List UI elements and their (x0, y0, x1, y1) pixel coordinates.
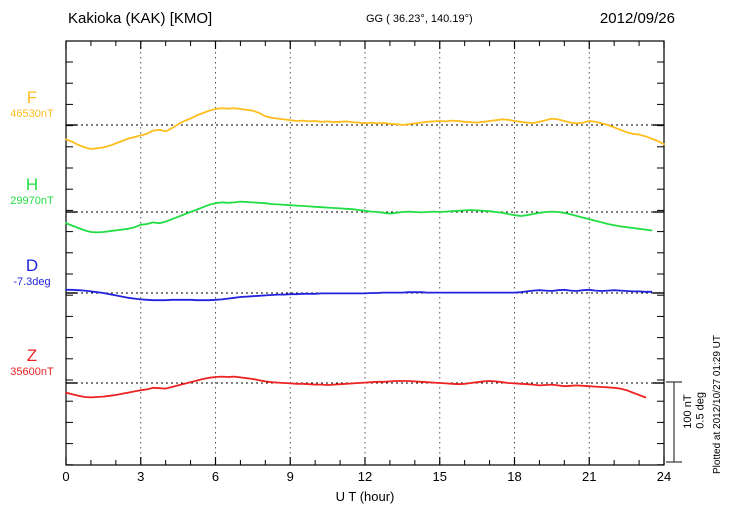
component-label-F: F 46530nT (0, 89, 64, 120)
component-value-F: 46530nT (10, 108, 54, 120)
component-name-H: H (25, 175, 39, 194)
trace-Z (65, 375, 647, 399)
observation-date: 2012/09/26 (599, 10, 675, 27)
x-tick-label-3: 3 (137, 469, 145, 484)
x-tick-label-6: 6 (211, 469, 220, 484)
component-label-Z: Z 35600nT (0, 347, 64, 378)
scale-bar-nt: 100 nT (682, 394, 694, 429)
component-name-D: D (25, 256, 39, 275)
x-tick-label-18: 18 (507, 469, 522, 484)
plotted-timestamp: Plotted at 2012/10/27 01:29 UT (712, 335, 723, 474)
component-name-F: F (26, 88, 38, 107)
x-axis-title: U T (hour) (335, 489, 395, 504)
component-label-H: H 29970nT (0, 176, 64, 207)
component-label-D: D -7.3deg (0, 257, 64, 288)
x-tick-label-24: 24 (656, 469, 672, 484)
x-tick-label-0: 0 (62, 469, 70, 484)
component-name-Z: Z (26, 346, 38, 365)
x-tick-label-9: 9 (286, 469, 294, 484)
trace-D (65, 288, 653, 302)
x-tick-label-15: 15 (432, 469, 447, 484)
geographic-coordinates: GG ( 36.23°, 140.19°) (366, 13, 473, 25)
x-tick-label-21: 21 (582, 469, 597, 484)
component-value-H: 29970nT (10, 195, 54, 207)
scale-bar-deg: 0.5 deg (694, 392, 707, 429)
component-value-Z: 35600nT (10, 366, 54, 378)
component-value-D: -7.3deg (13, 276, 51, 288)
x-tick-label-12: 12 (357, 469, 373, 484)
scale-bar-label: 100 nT 0.5 deg (682, 392, 707, 429)
station-title: Kakioka (KAK) [KMO] (68, 10, 213, 27)
trace-H (65, 200, 653, 234)
trace-F (65, 107, 665, 150)
